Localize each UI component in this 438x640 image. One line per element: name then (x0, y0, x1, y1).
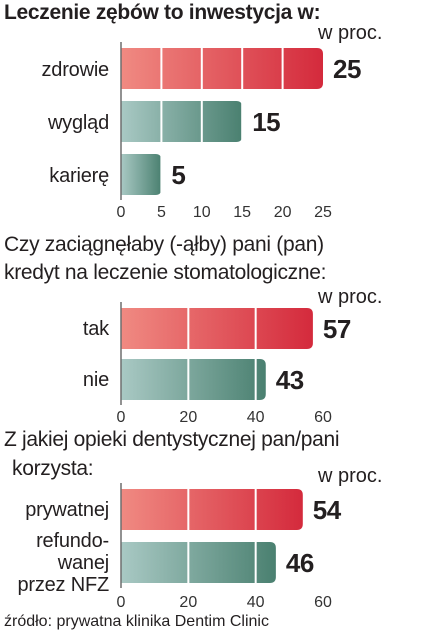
chart3-tick-label-4: 60 (314, 594, 332, 611)
chart1-value-label-3: 5 (171, 159, 186, 190)
chart2-category-label-2: nie (82, 369, 109, 391)
chart2-bar-2 (121, 359, 266, 400)
chart1-category-label-3: karierę (49, 165, 109, 187)
chart2-title-line-2: kredyt na leczenie stomatologiczne: (4, 261, 327, 284)
chart2-tick-label-3: 40 (246, 409, 265, 426)
chart1-bar-2 (121, 101, 243, 142)
chart2-value-label-1: 57 (322, 313, 351, 344)
chart3-bar-2 (121, 542, 276, 583)
chart3-unit: w proc. (318, 465, 383, 487)
chart1-unit: w proc. (318, 22, 383, 44)
chart1-value-label-1: 25 (333, 53, 361, 84)
chart1-tick-label-6: 25 (314, 204, 332, 221)
chart2-tick-label-4: 60 (314, 409, 332, 426)
chart2-unit: w proc. (318, 286, 383, 308)
chart3-category-label-2-line-2: wanej (57, 552, 109, 574)
chart1-value-label-2: 15 (252, 106, 281, 137)
chart2-category-label-1: tak (82, 318, 109, 340)
chart1-category-label-2: wygląd (47, 112, 109, 134)
chart1-tick-label-3: 10 (192, 204, 211, 221)
chart1-tick-label-4: 15 (233, 204, 252, 221)
chart1-tick-label-5: 20 (273, 204, 292, 221)
chart3-tick-label-3: 40 (246, 594, 265, 611)
chart3-tick-label-2: 20 (179, 594, 198, 611)
chart1-bar-1 (121, 48, 323, 89)
chart3-title-line-1: Z jakiej opieki dentystycznej pan/pani (4, 428, 340, 451)
chart1-tick-label-1: 0 (116, 204, 126, 221)
source-note: źródło: prywatna klinika Dentim Clinic (4, 613, 269, 630)
chart3-category-label-1: prywatnej (25, 499, 109, 521)
chart3-category-label-2-line-1: refundo- (36, 530, 109, 552)
chart3-value-label-1: 54 (312, 494, 341, 525)
chart2-title-line-1: Czy zaciągnęłaby (-ąłby) pani (pan) (4, 233, 324, 256)
chart3-tick-label-1: 0 (116, 594, 126, 611)
chart1-bar-3 (121, 154, 162, 195)
chart2-tick-label-1: 0 (116, 409, 126, 426)
chart1-title: Leczenie zębów to inwestycja w: (4, 1, 321, 24)
chart2-value-label-2: 43 (275, 364, 304, 395)
chart3-value-label-2: 46 (285, 547, 314, 578)
chart1-tick-label-2: 5 (156, 204, 166, 221)
chart2-bar-1 (121, 308, 313, 349)
chart3-title-line-2: korzysta: (12, 457, 94, 480)
chart1-category-label-1: zdrowie (41, 59, 109, 81)
chart3-bar-1 (121, 489, 303, 530)
chart2-tick-label-2: 20 (179, 409, 198, 426)
chart3-category-label-2-line-3: przez NFZ (17, 574, 109, 596)
